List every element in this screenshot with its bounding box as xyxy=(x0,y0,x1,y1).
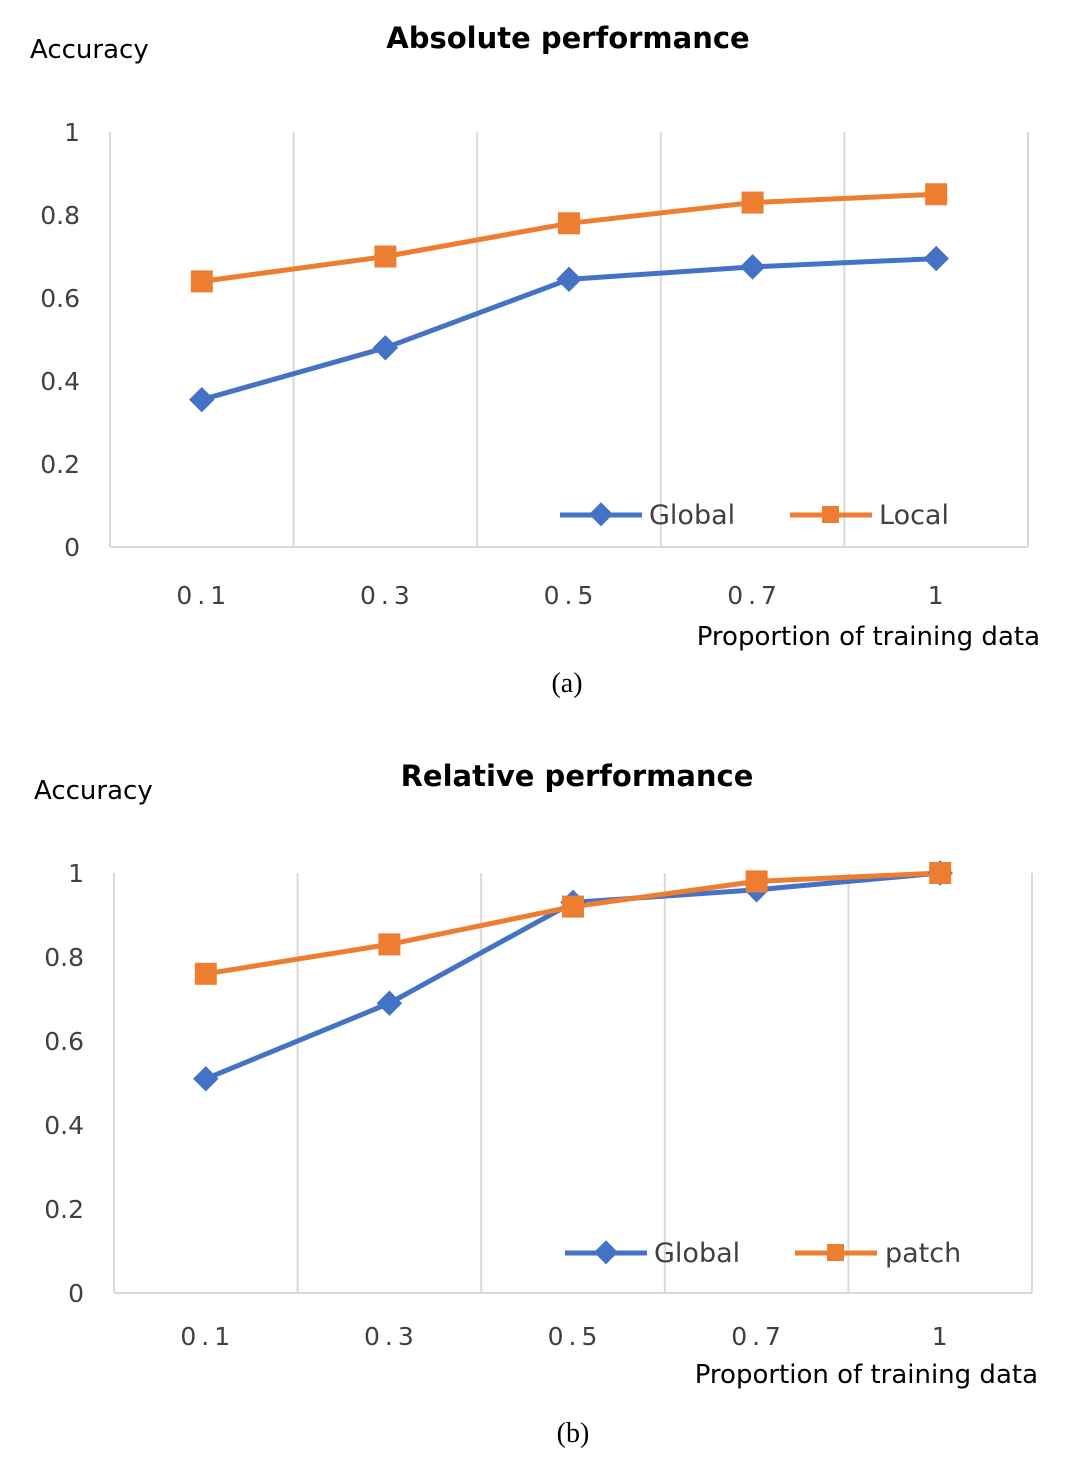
legend-patch-label: patch xyxy=(885,1238,961,1269)
y-tick-label: 0.4 xyxy=(44,1111,84,1140)
y-tick-label: 0 xyxy=(68,1279,84,1308)
x-axis-label: Proportion of training data xyxy=(695,1360,1038,1390)
legend: Global Local xyxy=(560,500,949,531)
x-ticks: 0.1 0.3 0.5 0.7 1 xyxy=(176,581,949,610)
x-tick-label: 1 xyxy=(928,581,949,610)
data-point-patch xyxy=(929,862,952,884)
data-point-global xyxy=(193,1066,219,1092)
y-tick-label: 0.8 xyxy=(40,201,80,230)
y-tick-label: 0.4 xyxy=(40,367,80,396)
x-tick-label: 0.7 xyxy=(731,1322,786,1351)
data-point-local xyxy=(925,183,948,206)
data-point-local xyxy=(741,191,764,214)
chart-absolute-performance: Absolute performance Accuracy 0 0.2 0.4 0.6… xyxy=(30,21,1040,699)
data-point-global xyxy=(372,335,399,361)
data-point-patch xyxy=(194,962,217,985)
data-point-global xyxy=(739,254,766,280)
legend-local-square-marker xyxy=(822,506,839,523)
caption: (b) xyxy=(557,1418,590,1449)
y-ticks: 0 0.2 0.4 0.6 0.8 1 xyxy=(44,859,84,1308)
data-point-local xyxy=(190,270,213,293)
y-ticks: 0 0.2 0.4 0.6 0.8 1 xyxy=(40,118,80,562)
data-point-global xyxy=(376,990,403,1016)
y-tick-label: 0 xyxy=(64,533,80,562)
data-point-global xyxy=(189,386,215,413)
chart-relative-performance: Relative performance Accuracy 0 0.2 0.4 0.6… xyxy=(34,759,1038,1449)
chart-title: Relative performance xyxy=(401,759,754,793)
legend-patch-square-marker xyxy=(827,1244,844,1261)
data-point-global xyxy=(923,245,949,272)
gridlines xyxy=(113,873,1033,1293)
legend: Global patch xyxy=(565,1238,961,1269)
legend-global-diamond-marker xyxy=(588,502,614,527)
x-axis-label: Proportion of training data xyxy=(697,622,1040,652)
y-axis-label: Accuracy xyxy=(34,776,153,806)
data-point-patch xyxy=(562,895,584,918)
y-tick-label: 0.6 xyxy=(44,1027,84,1056)
data-point-local xyxy=(558,212,580,235)
caption: (a) xyxy=(551,668,582,699)
x-ticks: 0.1 0.3 0.5 0.7 1 xyxy=(180,1322,953,1351)
markers xyxy=(189,183,949,413)
chart-title: Absolute performance xyxy=(386,21,749,55)
legend-local-label: Local xyxy=(879,500,949,531)
y-tick-label: 0.2 xyxy=(40,450,80,479)
data-point-local xyxy=(374,245,397,268)
y-tick-label: 0.8 xyxy=(44,943,84,972)
legend-global-label: Global xyxy=(654,1238,740,1269)
gridlines xyxy=(109,132,1029,547)
y-tick-label: 1 xyxy=(64,118,80,147)
legend-global-diamond-marker xyxy=(593,1240,619,1265)
x-tick-label: 0.1 xyxy=(180,1322,235,1351)
x-tick-label: 0.3 xyxy=(364,1322,419,1351)
x-tick-label: 0.3 xyxy=(360,581,415,610)
data-point-global xyxy=(556,266,582,293)
series-line-patch xyxy=(205,870,941,977)
x-tick-label: 0.7 xyxy=(727,581,782,610)
y-axis-label: Accuracy xyxy=(30,35,149,65)
x-tick-label: 1 xyxy=(932,1322,953,1351)
y-tick-label: 0.6 xyxy=(40,284,80,313)
x-tick-label: 0.5 xyxy=(548,1322,603,1351)
x-tick-label: 0.1 xyxy=(176,581,231,610)
y-tick-label: 0.2 xyxy=(44,1195,84,1224)
legend-global-label: Global xyxy=(649,500,735,531)
x-tick-label: 0.5 xyxy=(544,581,599,610)
data-point-patch xyxy=(745,870,768,893)
data-point-patch xyxy=(378,933,401,956)
markers xyxy=(193,860,953,1092)
y-tick-label: 1 xyxy=(68,859,84,888)
